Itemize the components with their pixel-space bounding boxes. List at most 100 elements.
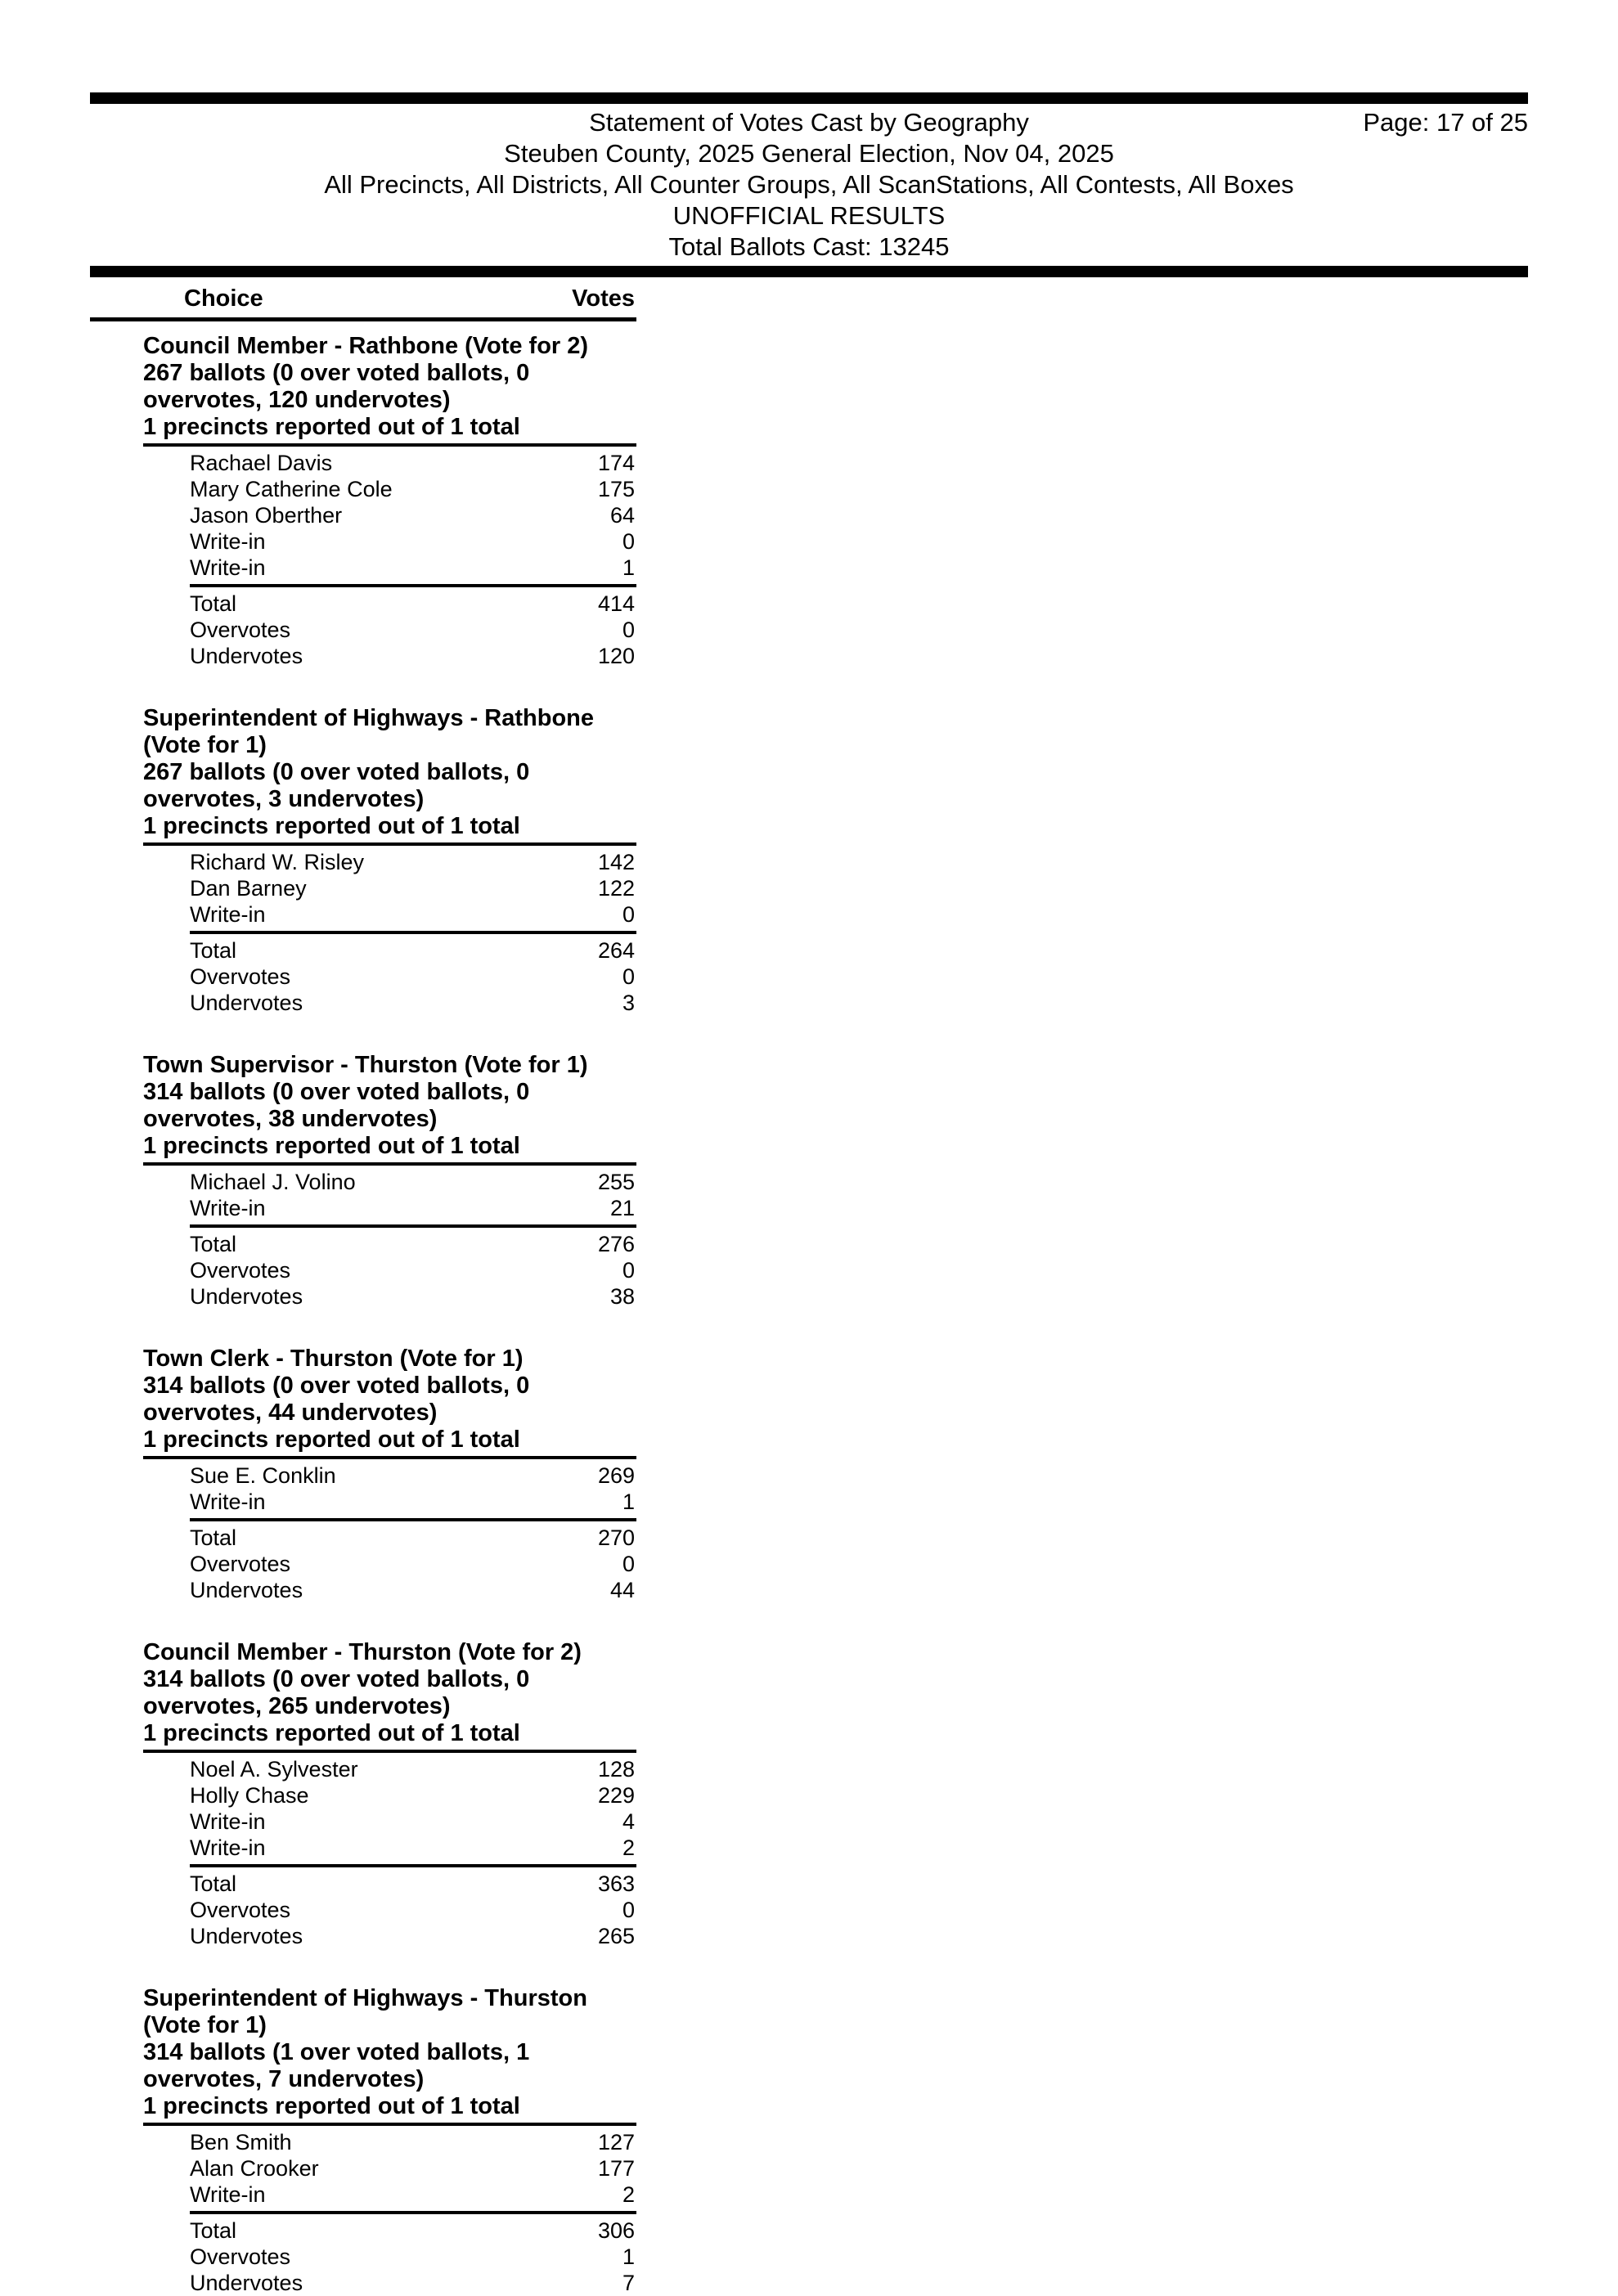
report-scope-line: All Precincts, All Districts, All Counte… bbox=[324, 170, 1294, 199]
report-title: Statement of Votes Cast by Geography bbox=[589, 108, 1029, 137]
contest-block: Superintendent of Highways - Rathbone (V… bbox=[90, 705, 636, 1016]
choice-name: Write-in bbox=[190, 1835, 266, 1860]
contest-block: Superintendent of Highways - Thurston (V… bbox=[90, 1985, 636, 2296]
contest-precincts-summary: 1 precincts reported out of 1 total bbox=[143, 414, 520, 440]
result-row: Total 414 bbox=[190, 591, 636, 617]
choice-name: Write-in bbox=[190, 529, 266, 554]
choice-name: Ben Smith bbox=[190, 2130, 292, 2154]
contest-block: Town Supervisor - Thurston (Vote for 1) … bbox=[90, 1052, 636, 1310]
total-rows: Total 306 Overvotes 1 Undervotes 7 bbox=[90, 2217, 636, 2296]
vote-count: 174 bbox=[597, 451, 635, 475]
choice-name: Overvotes bbox=[190, 964, 291, 989]
vote-count: 64 bbox=[609, 503, 635, 528]
contest-block: Council Member - Thurston (Vote for 2) 3… bbox=[90, 1639, 636, 1949]
contest-ballots-summary: 314 ballots (0 over voted ballots, 0 ove… bbox=[143, 1079, 530, 1132]
choice-name: Mary Catherine Cole bbox=[190, 477, 393, 501]
result-row: Overvotes 0 bbox=[190, 1897, 636, 1923]
contest-block: Council Member - Rathbone (Vote for 2) 2… bbox=[90, 333, 636, 669]
vote-count: 127 bbox=[597, 2130, 635, 2154]
choice-name: Write-in bbox=[190, 2182, 266, 2207]
result-row: Noel A. Sylvester 128 bbox=[190, 1756, 636, 1782]
vote-count: 0 bbox=[622, 902, 635, 927]
result-row: Total 264 bbox=[190, 937, 636, 964]
total-rows: Total 276 Overvotes 0 Undervotes 38 bbox=[90, 1231, 636, 1310]
choice-name: Total bbox=[190, 938, 237, 963]
choice-name: Dan Barney bbox=[190, 876, 307, 901]
vote-count: 2 bbox=[622, 1835, 635, 1860]
contest-block: Town Clerk - Thurston (Vote for 1) 314 b… bbox=[90, 1346, 636, 1603]
contest-ballots-summary: 314 ballots (1 over voted ballots, 1 ove… bbox=[143, 2039, 530, 2092]
result-row: Undervotes 265 bbox=[190, 1923, 636, 1949]
vote-count: 38 bbox=[609, 1284, 635, 1309]
report-total-ballots-line: Total Ballots Cast: 13245 bbox=[668, 232, 950, 261]
header-bottom-rule bbox=[90, 266, 1528, 277]
result-row: Total 270 bbox=[190, 1525, 636, 1551]
vote-count: 21 bbox=[609, 1196, 635, 1220]
vote-count: 0 bbox=[622, 529, 635, 554]
choice-name: Total bbox=[190, 1525, 237, 1550]
choice-name: Write-in bbox=[190, 1489, 266, 1514]
result-row: Holly Chase 229 bbox=[190, 1782, 636, 1808]
total-rows: Total 363 Overvotes 0 Undervotes 265 bbox=[90, 1871, 636, 1949]
vote-count: 0 bbox=[622, 1258, 635, 1283]
result-row: Total 276 bbox=[190, 1231, 636, 1257]
candidate-rows: Ben Smith 127 Alan Crooker 177 Write-in … bbox=[90, 2129, 636, 2208]
contest-title: Town Clerk - Thurston (Vote for 1) bbox=[143, 1346, 524, 1372]
column-header-votes: Votes bbox=[572, 285, 635, 312]
result-row: Undervotes 7 bbox=[190, 2270, 636, 2296]
column-header-rule bbox=[90, 317, 636, 321]
choice-name: Overvotes bbox=[190, 2244, 291, 2269]
vote-count: 255 bbox=[597, 1170, 635, 1194]
result-row: Overvotes 0 bbox=[190, 1551, 636, 1577]
vote-count: 7 bbox=[622, 2271, 635, 2295]
result-row: Write-in 21 bbox=[190, 1195, 636, 1221]
total-rows: Total 270 Overvotes 0 Undervotes 44 bbox=[90, 1525, 636, 1603]
result-row: Michael J. Volino 255 bbox=[190, 1169, 636, 1195]
result-row: Overvotes 0 bbox=[190, 617, 636, 643]
candidate-rows: Rachael Davis 174 Mary Catherine Cole 17… bbox=[90, 450, 636, 581]
choice-name: Total bbox=[190, 591, 237, 616]
result-row: Ben Smith 127 bbox=[190, 2129, 636, 2155]
result-row: Write-in 2 bbox=[190, 2181, 636, 2208]
candidate-rows: Richard W. Risley 142 Dan Barney 122 Wri… bbox=[90, 849, 636, 928]
result-row: Alan Crooker 177 bbox=[190, 2155, 636, 2181]
choice-name: Holly Chase bbox=[190, 1783, 309, 1808]
report-header: Page: 17 of 25 Statement of Votes Cast b… bbox=[90, 104, 1528, 266]
result-row: Undervotes 120 bbox=[190, 643, 636, 669]
choice-name: Overvotes bbox=[190, 618, 291, 642]
choice-name: Total bbox=[190, 2218, 237, 2243]
vote-count: 175 bbox=[597, 477, 635, 501]
header-top-rule bbox=[90, 92, 1528, 104]
contest-list: Council Member - Rathbone (Vote for 2) 2… bbox=[90, 333, 636, 2296]
vote-count: 1 bbox=[622, 555, 635, 580]
contest-precincts-summary: 1 precincts reported out of 1 total bbox=[143, 1133, 520, 1159]
choice-name: Overvotes bbox=[190, 1898, 291, 1922]
choice-name: Total bbox=[190, 1871, 237, 1896]
contest-precincts-summary: 1 precincts reported out of 1 total bbox=[143, 813, 520, 839]
candidate-rows: Noel A. Sylvester 128 Holly Chase 229 Wr… bbox=[90, 1756, 636, 1861]
report-page: Page: 17 of 25 Statement of Votes Cast b… bbox=[90, 92, 1528, 2295]
result-row: Write-in 0 bbox=[190, 901, 636, 928]
results-table: Choice Votes Council Member - Rathbone (… bbox=[90, 277, 636, 2296]
contest-header-rule bbox=[143, 2123, 636, 2126]
vote-count: 229 bbox=[597, 1783, 635, 1808]
result-row: Overvotes 0 bbox=[190, 964, 636, 990]
result-row: Rachael Davis 174 bbox=[190, 450, 636, 476]
vote-count: 122 bbox=[597, 876, 635, 901]
totals-rule bbox=[190, 584, 636, 587]
report-status-line: UNOFFICIAL RESULTS bbox=[672, 201, 946, 230]
choice-name: Undervotes bbox=[190, 991, 303, 1015]
totals-rule bbox=[190, 1518, 636, 1521]
choice-name: Sue E. Conklin bbox=[190, 1463, 336, 1488]
choice-name: Richard W. Risley bbox=[190, 850, 365, 874]
result-row: Total 363 bbox=[190, 1871, 636, 1897]
contest-title: Superintendent of Highways - Rathbone (V… bbox=[143, 705, 595, 758]
result-row: Jason Oberther 64 bbox=[190, 502, 636, 528]
choice-name: Alan Crooker bbox=[190, 2156, 319, 2181]
contest-header-rule bbox=[143, 1750, 636, 1753]
vote-count: 44 bbox=[609, 1578, 635, 1602]
choice-name: Total bbox=[190, 1232, 237, 1256]
contest-precincts-summary: 1 precincts reported out of 1 total bbox=[143, 1427, 520, 1453]
result-row: Undervotes 44 bbox=[190, 1577, 636, 1603]
choice-name: Rachael Davis bbox=[190, 451, 333, 475]
